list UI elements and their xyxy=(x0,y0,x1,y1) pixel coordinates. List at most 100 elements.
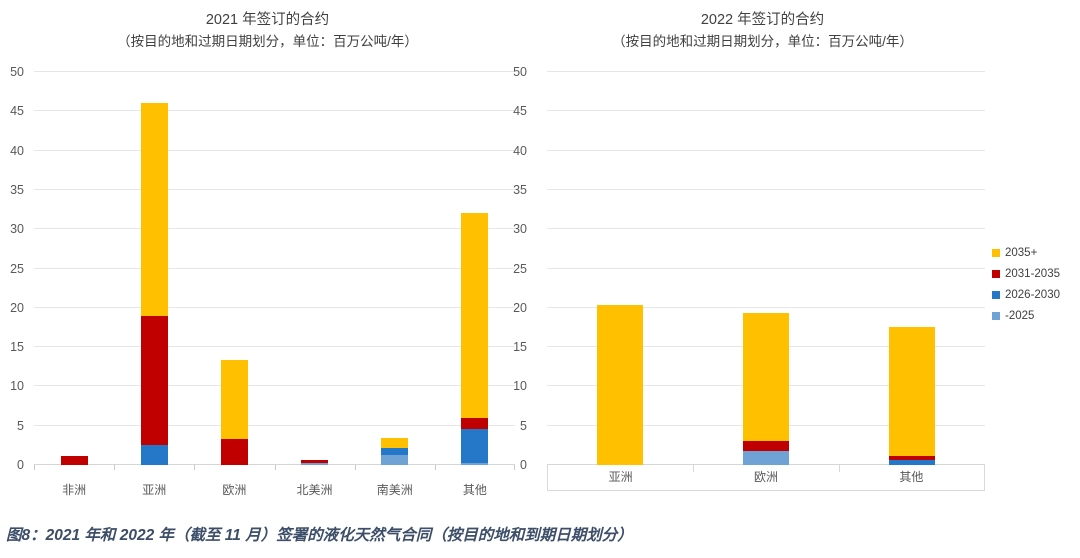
category-label: 亚洲 xyxy=(142,483,167,497)
stacked-bar xyxy=(220,360,248,465)
chart-2021-title-block: 2021 年签订的合约 （按目的地和过期日期划分，单位：百万公吨/年） xyxy=(0,10,535,52)
axis-tick xyxy=(354,465,356,470)
bar-segment-2026-2030 xyxy=(140,445,168,465)
y-tick-label: 30 xyxy=(513,222,527,237)
y-tick-label: 5 xyxy=(17,418,24,433)
legend-label: 2026-2030 xyxy=(1005,288,1060,301)
gridline xyxy=(34,464,515,465)
gridline xyxy=(34,346,515,348)
bar-slot xyxy=(693,72,839,465)
y-tick-label: 0 xyxy=(17,458,24,472)
bar-segment-2031-2035 xyxy=(301,459,329,463)
x-axis-labels-2022: 亚洲 欧洲 其他 xyxy=(547,465,985,491)
gridline xyxy=(547,110,985,112)
legend-item: -2025 xyxy=(992,305,1060,326)
stacked-bar xyxy=(461,212,489,465)
category-label: 亚洲 xyxy=(608,470,633,484)
bar-segment-2031-2035 xyxy=(461,417,489,429)
bar-segment-2035+ xyxy=(742,312,789,442)
chart-subtitle: （按目的地和过期日期划分，单位：百万公吨/年） xyxy=(612,34,913,49)
y-tick-label: 25 xyxy=(10,261,24,276)
y-tick-label: 10 xyxy=(10,379,24,394)
bar-slot xyxy=(435,72,515,465)
gridline xyxy=(34,110,515,112)
y-axis-labels: 0 5 10 15 20 25 30 35 40 45 50 xyxy=(0,65,28,472)
gridline xyxy=(547,71,985,72)
bar-segment-2026-2030 xyxy=(888,460,935,465)
bar-slot xyxy=(34,72,114,465)
bar-slot xyxy=(194,72,274,465)
bar-segment-2031-2035 xyxy=(742,441,789,451)
bar-slot xyxy=(275,72,355,465)
bar-segment-2026-2030 xyxy=(381,447,409,455)
category-label: 非洲 xyxy=(62,483,87,497)
bar-segment-2035+ xyxy=(381,438,409,448)
legend-item: 2026-2030 xyxy=(992,284,1060,305)
y-tick-label: 15 xyxy=(513,340,527,355)
axis-tick xyxy=(114,465,116,470)
chart-2022-title-block: 2022 年签订的合约 （按目的地和过期日期划分，单位：百万公吨/年） xyxy=(540,10,985,52)
bar-segment-2031-2035 xyxy=(888,455,935,461)
stacked-bar xyxy=(140,103,168,465)
y-tick-label: 5 xyxy=(520,418,527,433)
chart-title: 2022 年签订的合约 xyxy=(700,12,825,28)
gridline xyxy=(547,228,985,230)
y-tick-label: 35 xyxy=(513,182,527,197)
bar-segment-2035+ xyxy=(596,304,643,465)
axis-tick xyxy=(274,465,276,470)
y-tick-label: 45 xyxy=(10,104,24,119)
legend-label: 2031-2035 xyxy=(1005,267,1060,280)
y-tick-label: 45 xyxy=(513,104,527,119)
bar-segment-2035+ xyxy=(220,360,248,440)
plot-area-2022 xyxy=(547,71,985,465)
chart-subtitle: （按目的地和过期日期划分，单位：百万公吨/年） xyxy=(117,34,418,49)
x-axis-labels-2021: 非洲 亚洲 欧洲 北美洲 南美洲 其他 xyxy=(34,465,515,498)
legend-swatch-icon xyxy=(992,290,1000,299)
y-tick-label: 40 xyxy=(513,143,527,158)
category-label: 北美洲 xyxy=(296,483,333,497)
bar-segment-2031-2035 xyxy=(140,315,168,446)
gridline xyxy=(547,149,985,151)
category-label: 其他 xyxy=(838,465,984,490)
axis-tick xyxy=(514,465,515,470)
gridline xyxy=(34,228,515,230)
axis-tick xyxy=(434,465,436,470)
bar-segment--2025 xyxy=(301,462,329,465)
gridline xyxy=(34,306,515,308)
plot-area-2021 xyxy=(34,71,515,470)
gridline xyxy=(547,267,985,269)
y-axis-labels: 0 5 10 15 20 25 30 35 40 45 50 xyxy=(499,65,531,472)
bar-segment-2031-2035 xyxy=(60,455,88,465)
y-tick-label: 0 xyxy=(520,458,527,472)
axis-tick xyxy=(194,465,196,470)
legend-label: -2025 xyxy=(1005,309,1035,322)
gridline xyxy=(34,71,515,72)
bar-slot xyxy=(839,72,985,465)
y-tick-label: 10 xyxy=(513,379,527,394)
category-label: 南美洲 xyxy=(376,483,413,497)
category-label: 欧洲 xyxy=(222,483,247,497)
gridline xyxy=(34,267,515,269)
bar-segment--2025 xyxy=(742,450,789,465)
chart-title: 2021 年签订的合约 xyxy=(205,12,330,28)
y-tick-label: 15 xyxy=(10,340,24,355)
stacked-bar xyxy=(742,312,789,465)
y-tick-label: 35 xyxy=(10,182,24,197)
gridline xyxy=(34,149,515,151)
bar-segment-2035+ xyxy=(461,212,489,418)
legend-label: 2035+ xyxy=(1005,246,1038,259)
bar-segment-2035+ xyxy=(140,103,168,316)
bar-slot xyxy=(114,72,194,465)
y-tick-label: 50 xyxy=(513,65,527,79)
stacked-bar xyxy=(301,459,329,465)
stacked-bar xyxy=(888,326,935,465)
legend-swatch-icon xyxy=(992,311,1000,320)
category-label: 欧洲 xyxy=(693,465,838,490)
legend-swatch-icon xyxy=(992,248,1000,257)
gridline xyxy=(34,424,515,426)
bar-segment--2025 xyxy=(381,454,409,465)
y-tick-label: 50 xyxy=(10,65,24,79)
bar-slot xyxy=(355,72,435,465)
category-label: 其他 xyxy=(462,483,487,497)
stacked-bar xyxy=(596,304,643,465)
